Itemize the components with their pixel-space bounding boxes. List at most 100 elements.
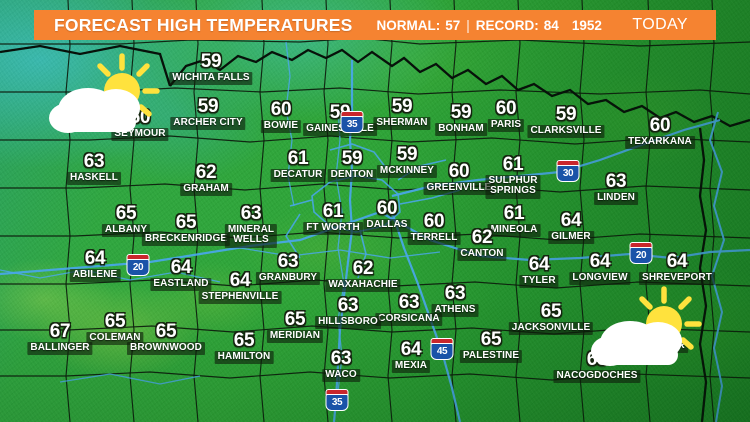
city-temp-label: 63 HILLSBORO bbox=[315, 296, 381, 329]
city-temp-label: 61 DECATUR bbox=[270, 148, 326, 182]
city-temp-label: 64 MEXIA bbox=[391, 340, 431, 373]
temperature-value: 59 bbox=[197, 96, 219, 117]
temperature-value: 60 bbox=[649, 115, 671, 136]
temperature-value: 64 bbox=[170, 257, 192, 278]
city-temp-label: 64 GILMER bbox=[548, 211, 594, 244]
interstate-shield-icon: 20 bbox=[629, 242, 653, 264]
city-name: MINERAL WELLS bbox=[224, 224, 278, 248]
city-temp-label: 61 FT WORTH bbox=[303, 202, 363, 235]
temperature-value: 62 bbox=[471, 227, 493, 248]
temperature-value: 63 bbox=[277, 251, 299, 272]
today-label: TODAY bbox=[632, 16, 688, 33]
temperature-value: 64 bbox=[589, 251, 611, 272]
temperature-value: 59 bbox=[450, 102, 472, 123]
city-name: MEXIA bbox=[391, 360, 431, 373]
city-name: DENTON bbox=[327, 169, 377, 182]
city-temp-label: 60 DALLAS bbox=[363, 199, 411, 232]
city-temp-label: 59 BONHAM bbox=[435, 103, 487, 136]
city-name: BRECKENRIDGE bbox=[141, 233, 231, 246]
city-temp-label: 60 TEXARKANA bbox=[625, 116, 695, 149]
temperature-value: 61 bbox=[503, 203, 525, 224]
city-name: PALESTINE bbox=[459, 350, 523, 363]
temperature-value: 60 bbox=[495, 98, 517, 119]
city-name: ABILENE bbox=[69, 269, 121, 282]
temperature-value: 64 bbox=[84, 248, 106, 269]
temperature-value: 59 bbox=[555, 104, 577, 125]
route-number: 45 bbox=[436, 345, 448, 357]
temperature-value: 59 bbox=[341, 148, 363, 169]
interstate-shield-icon: 45 bbox=[430, 338, 454, 360]
city-name: WAXAHACHIE bbox=[325, 279, 401, 292]
interstate-shield-icon: 30 bbox=[556, 160, 580, 182]
city-name: TYLER bbox=[519, 275, 559, 288]
city-name: SHREVEPORT bbox=[639, 272, 715, 285]
temperature-value: 63 bbox=[240, 203, 262, 224]
normal-value: 57 bbox=[445, 17, 461, 33]
city-name: ARCHER CITY bbox=[170, 117, 246, 130]
stats-separator: | bbox=[466, 17, 470, 33]
forecast-header-bar: FORECAST HIGH TEMPERATURES NORMAL: 57 | … bbox=[34, 10, 716, 40]
city-temp-label: 60 BOWIE bbox=[260, 99, 302, 133]
partly-cloudy-icon bbox=[48, 52, 168, 143]
city-name: SULPHUR SPRINGS bbox=[485, 175, 541, 199]
temperature-value: 61 bbox=[287, 148, 309, 169]
temperature-value: 63 bbox=[444, 283, 466, 304]
city-name: MERIDIAN bbox=[266, 330, 324, 343]
temperature-value: 65 bbox=[155, 321, 177, 342]
city-name: BONHAM bbox=[435, 123, 487, 136]
temperature-value: 61 bbox=[502, 154, 524, 175]
page-title: FORECAST HIGH TEMPERATURES bbox=[54, 14, 353, 35]
temperature-value: 59 bbox=[396, 144, 418, 165]
temperature-value: 60 bbox=[270, 99, 292, 120]
city-temp-label: 65 BRECKENRIDGE bbox=[141, 213, 231, 246]
city-temp-label: 62 CANTON bbox=[457, 227, 507, 261]
city-temp-label: 65 MERIDIAN bbox=[266, 309, 324, 343]
temperature-value: 65 bbox=[284, 309, 306, 330]
route-number: 20 bbox=[132, 261, 144, 273]
city-name: LONGVIEW bbox=[569, 272, 631, 285]
city-name: GRAHAM bbox=[180, 183, 232, 196]
city-temp-label: 61 SULPHUR SPRINGS bbox=[485, 154, 541, 199]
temperature-value: 63 bbox=[330, 348, 352, 369]
temperature-value: 65 bbox=[480, 329, 502, 350]
city-temp-label: 60 GREENVILLE bbox=[423, 162, 495, 195]
city-name: CANTON bbox=[457, 248, 507, 261]
city-temp-label: 64 LONGVIEW bbox=[569, 251, 631, 285]
temperature-value: 64 bbox=[229, 270, 251, 291]
city-name: FT WORTH bbox=[303, 222, 363, 235]
temperature-value: 59 bbox=[200, 51, 222, 72]
route-number: 35 bbox=[346, 118, 358, 130]
temperature-value: 65 bbox=[104, 311, 126, 332]
city-name: BOWIE bbox=[260, 120, 302, 133]
city-temp-label: 63 MINERAL WELLS bbox=[224, 203, 278, 248]
shield-body: 20 bbox=[629, 247, 653, 264]
interstate-shield-icon: 35 bbox=[340, 111, 364, 133]
city-temp-label: 65 PALESTINE bbox=[459, 329, 523, 363]
city-temp-label: 65 HAMILTON bbox=[214, 331, 274, 364]
city-name: WICHITA FALLS bbox=[169, 72, 253, 85]
shield-body: 45 bbox=[430, 343, 454, 360]
city-name: CORSICANA bbox=[375, 313, 443, 326]
city-name: GILMER bbox=[548, 231, 594, 244]
city-name: HAMILTON bbox=[214, 351, 274, 364]
temperature-value: 64 bbox=[560, 210, 582, 231]
city-temp-label: 59 CLARKSVILLE bbox=[527, 104, 605, 138]
city-name: WACO bbox=[322, 369, 360, 382]
city-temp-label: 67 BALLINGER bbox=[27, 322, 93, 355]
city-temp-label: 64 TYLER bbox=[519, 254, 559, 288]
shield-body: 35 bbox=[340, 116, 364, 133]
temperature-value: 64 bbox=[528, 254, 550, 275]
city-name: LINDEN bbox=[594, 192, 638, 205]
city-name: CLARKSVILLE bbox=[527, 125, 605, 138]
shield-body: 30 bbox=[556, 165, 580, 182]
shield-body: 35 bbox=[325, 394, 349, 411]
record-label: RECORD: bbox=[475, 17, 539, 33]
city-temp-label: 59 DENTON bbox=[327, 148, 377, 182]
route-number: 20 bbox=[635, 249, 647, 261]
route-number: 35 bbox=[331, 396, 343, 408]
temperature-value: 59 bbox=[391, 96, 413, 117]
temperature-value: 61 bbox=[322, 201, 344, 222]
temperature-value: 62 bbox=[352, 258, 374, 279]
city-name: DECATUR bbox=[270, 169, 326, 182]
city-temp-label: 64 ABILENE bbox=[69, 248, 121, 282]
